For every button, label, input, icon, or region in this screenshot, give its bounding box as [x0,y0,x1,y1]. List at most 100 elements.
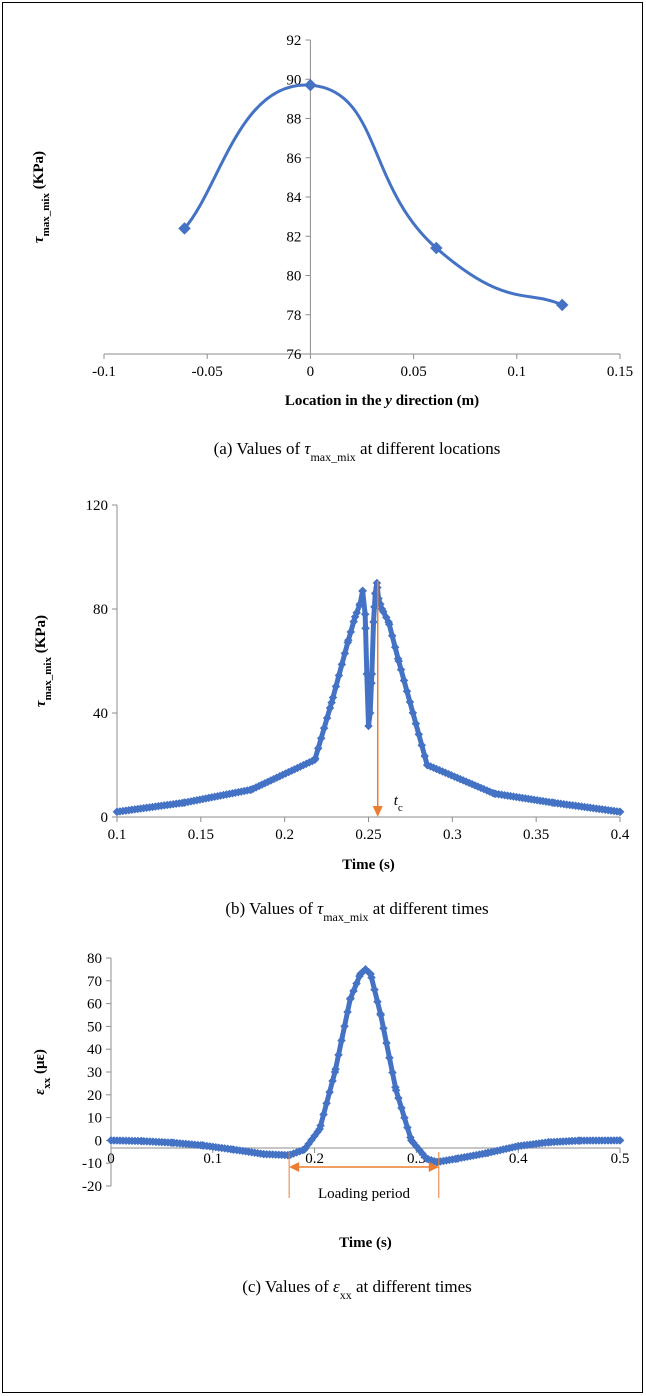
data-point [316,733,326,743]
chart-b: 0 40 80 120 0.1 0.15 0.2 0.25 0.3 0.35 0.4 tc τmax_m… [33,498,630,924]
data-point [384,617,393,627]
data-point [315,1124,325,1134]
x-tick-label: 0.1 [108,827,127,843]
x-tick-label: 0 [307,364,315,380]
data-point [385,1053,394,1063]
data-point [345,994,355,1004]
x-tick-label: 0.2 [275,827,294,843]
data-point [367,669,377,679]
data-point [310,755,320,765]
data-point [322,1098,331,1108]
y-tick-label: 80 [87,951,102,967]
data-point [137,1136,146,1146]
data-point [349,986,358,996]
y-tick-label: 0 [101,810,109,826]
y-tick-label: 30 [87,1065,102,1081]
series-markers [112,578,625,817]
data-point [369,617,378,627]
data-point [112,807,122,817]
data-point [361,965,370,974]
data-point [574,1136,584,1145]
tc-arrow-head [372,806,383,817]
data-point [388,1068,397,1077]
data-point [483,1148,493,1158]
x-tick-label: 0.05 [400,364,426,380]
data-point [346,627,356,637]
x-tick-label: 0.25 [355,827,381,843]
data-point [452,1154,462,1163]
data-point [372,578,382,588]
data-point [246,785,256,795]
x-axis-label: Time (s) [342,857,395,873]
data-point [352,979,361,988]
data-point [358,586,367,596]
x-tick-label: 0.15 [607,364,633,380]
data-point [337,660,347,669]
y-tick-label: -20 [82,1179,102,1195]
data-point [350,612,360,622]
data-point [390,642,400,652]
data-point [198,1141,207,1150]
period-label: Loading period [318,1186,411,1202]
data-point [327,698,336,707]
x-tick-label: 0 [107,1151,115,1167]
y-tick-label: 60 [87,997,102,1013]
data-point [304,78,317,92]
data-point [379,1023,388,1033]
data-point [400,1113,409,1123]
data-point [374,594,383,603]
data-point [429,241,443,255]
data-point [422,760,432,770]
data-point [179,798,189,808]
x-axis-label: Location in the y direction (m) [285,393,479,409]
x-tick-label: 0.2 [305,1151,324,1167]
period-arrow-left-head [289,1162,300,1172]
y-tick-label: 70 [87,974,102,990]
x-tick-label: 0.5 [611,1151,630,1167]
data-point [344,635,353,645]
x-tick-label: -0.05 [192,364,223,380]
series-line [116,580,621,815]
data-point [343,1007,352,1017]
data-point [331,682,341,691]
data-point [319,723,329,733]
y-tick-label: 86 [286,151,302,167]
y-tick-label: 10 [87,1111,102,1127]
series-line [183,83,563,307]
y-tick-label: 80 [93,602,108,618]
data-point [340,1021,349,1031]
y-tick-label: 82 [286,229,301,245]
data-point [615,807,625,817]
chart-caption: (b) Values of τmax_mix at different time… [225,899,488,924]
y-tick-label: 0 [95,1133,103,1149]
data-point [364,721,373,731]
data-point [366,969,375,979]
tc-label: tc [394,793,403,814]
data-point [403,1123,412,1132]
data-point [377,604,387,614]
data-point [399,676,409,685]
data-point [325,1087,334,1097]
data-point [544,1137,554,1147]
series-markers [178,78,569,312]
data-point [555,298,569,312]
data-point [313,744,323,753]
data-point [397,1103,406,1113]
x-tick-label: 0.1 [203,1151,222,1167]
data-point [405,697,415,707]
data-point [615,1136,625,1145]
data-point [414,730,424,739]
data-point [548,798,558,808]
y-tick-label: 120 [86,498,109,514]
data-point [319,1110,328,1119]
data-point [396,665,406,674]
data-point [417,740,427,750]
y-tick-label: -10 [82,1156,102,1172]
y-tick-label: 84 [286,190,302,206]
y-axis-label: εxx (με) [32,1049,53,1095]
y-tick-label: 40 [87,1042,102,1058]
data-point [422,1154,431,1163]
data-point [376,1010,386,1020]
y-tick-label: 80 [286,269,301,285]
